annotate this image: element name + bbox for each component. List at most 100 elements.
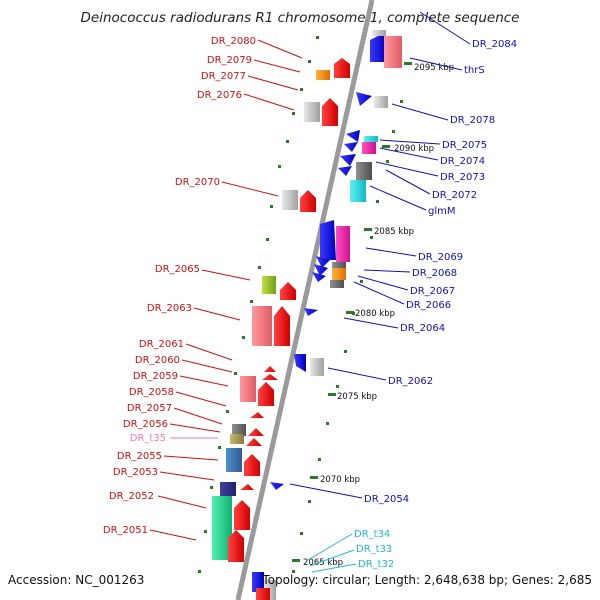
gene-arrow[interactable]	[314, 264, 328, 276]
gene-label[interactable]: DR_t34	[354, 529, 390, 540]
gene-label[interactable]: DR_2063	[147, 303, 192, 314]
gene-label[interactable]: DR_2061	[139, 339, 184, 350]
gene-DR_2076[interactable]	[322, 98, 338, 126]
gene-DR_2052[interactable]	[212, 496, 232, 560]
gene-label[interactable]: DR_2055	[117, 451, 162, 462]
gene-DR_2078-arrow[interactable]	[356, 92, 372, 106]
gene-label[interactable]: thrS	[464, 65, 485, 76]
gene-label[interactable]: DR_2076	[197, 90, 242, 101]
gene-DR_2058[interactable]	[240, 376, 256, 402]
gene-red[interactable]	[274, 306, 290, 346]
scale-label: 2085 kbp	[374, 227, 414, 237]
gene-arrow[interactable]	[316, 256, 330, 268]
gene-gray[interactable]	[310, 358, 324, 376]
gene-DR_t35[interactable]	[230, 434, 244, 444]
scale-ticks	[292, 62, 412, 562]
gene-DR_2072[interactable]	[350, 180, 366, 202]
gene-DR_2059[interactable]	[262, 374, 278, 380]
gene-DR_2078[interactable]	[374, 96, 388, 108]
gene-DR_2080[interactable]	[334, 58, 350, 78]
gene-label[interactable]: DR_t33	[356, 544, 392, 555]
gene-DR_2060[interactable]	[264, 366, 276, 372]
gene-label[interactable]: DR_2074	[440, 156, 485, 167]
gene-label[interactable]: DR_2067	[410, 286, 455, 297]
gene-red[interactable]	[258, 382, 274, 406]
gene-red[interactable]	[246, 438, 262, 446]
gene-label[interactable]: DR_2056	[123, 419, 168, 430]
gene-label[interactable]: DR_2057	[127, 403, 172, 414]
gene-label[interactable]: DR_2053	[113, 467, 158, 478]
gene-DR_2067[interactable]	[332, 268, 346, 280]
gene-label[interactable]: DR_2072	[432, 190, 477, 201]
gene-arrow[interactable]	[344, 142, 358, 152]
gene-label[interactable]: DR_2075	[442, 140, 487, 151]
gene-label[interactable]: glmM	[428, 206, 456, 217]
gene-DR_2057[interactable]	[250, 412, 264, 418]
leaders-rna-right	[307, 533, 357, 573]
gene-red[interactable]	[244, 454, 260, 476]
gene-DR_2051[interactable]	[228, 530, 244, 562]
gene-label[interactable]: DR_2062	[388, 376, 433, 387]
gene-label[interactable]: DR_2077	[201, 71, 246, 82]
gene-red[interactable]	[280, 282, 296, 300]
gene-gray[interactable]	[304, 102, 320, 122]
gene-arrow[interactable]	[338, 166, 352, 176]
gene-DR_2074[interactable]	[362, 142, 376, 154]
gene-DR_2070-a[interactable]	[300, 190, 316, 212]
gene-label[interactable]: DR_2080	[211, 36, 256, 47]
gene-arrow[interactable]	[346, 130, 360, 142]
gene-DR_2063[interactable]	[252, 306, 272, 346]
gene-DR_2056[interactable]	[232, 424, 246, 436]
gene-arrow[interactable]	[340, 154, 356, 166]
gene-label[interactable]: DR_2060	[135, 355, 180, 366]
accession-text: Accession: NC_001263	[8, 573, 145, 587]
gene-label[interactable]: DR_2052	[109, 491, 154, 502]
gene-label[interactable]: DR_2059	[133, 371, 178, 382]
tick-ring-outer	[198, 36, 319, 573]
gene-label[interactable]: DR_2070	[175, 177, 220, 188]
gene-label[interactable]: DR_2064	[400, 323, 445, 334]
gene-label[interactable]: DR_2054	[364, 494, 409, 505]
chromosome-backbone	[235, 0, 375, 600]
gene-label[interactable]: DR_t35	[130, 433, 166, 444]
gene-label[interactable]: DR_2058	[129, 387, 174, 398]
gene-label[interactable]: DR_2065	[155, 264, 200, 275]
gene-label[interactable]: DR_t32	[358, 559, 394, 570]
gene-DR_2070[interactable]	[282, 190, 298, 210]
gene-bottom-red[interactable]	[256, 588, 270, 600]
labels-right: DR_2084 thrS DR_2078 DR_2075 DR_2074 DR_…	[354, 39, 517, 570]
gene-DR_2073[interactable]	[356, 162, 372, 180]
gene-DR_2054[interactable]	[270, 482, 284, 490]
gene-DR_2077[interactable]	[316, 70, 330, 80]
gene-DR_2064[interactable]	[304, 308, 318, 316]
gene-label[interactable]: DR_2068	[412, 268, 457, 279]
gene-DR_2065[interactable]	[262, 276, 276, 294]
gene-DR_2068[interactable]	[332, 262, 346, 270]
gene-DR_2066[interactable]	[330, 280, 344, 288]
gene-magenta[interactable]	[336, 226, 350, 262]
gene-DR_2069[interactable]	[320, 220, 336, 260]
gene-label[interactable]: DR_2073	[440, 172, 485, 183]
gene-label[interactable]: DR_2079	[207, 55, 252, 66]
scale-label: 2065 kbp	[303, 558, 343, 568]
gene-label[interactable]: DR_2051	[103, 525, 148, 536]
gene-DR_2055[interactable]	[226, 448, 242, 472]
gene-label[interactable]: DR_2084	[472, 39, 517, 50]
gene-arrow[interactable]	[312, 272, 326, 282]
gene-small[interactable]	[372, 30, 386, 36]
gene-red[interactable]	[234, 500, 250, 530]
gene-DR_2053[interactable]	[240, 484, 254, 490]
gene-red[interactable]	[248, 428, 264, 436]
gene-DR_2062[interactable]	[294, 354, 306, 372]
gene-thrS[interactable]	[384, 36, 402, 68]
gene-bottom[interactable]	[252, 572, 264, 592]
gene-label[interactable]: DR_2078	[450, 115, 495, 126]
gene-navy[interactable]	[220, 482, 236, 496]
gene-DR_2075[interactable]	[364, 136, 378, 142]
reverse-genes	[212, 58, 350, 600]
gene-label[interactable]: DR_2069	[418, 252, 463, 263]
scale-label: 2075 kbp	[337, 392, 377, 402]
gene-DR_2084[interactable]	[370, 32, 386, 62]
gene-label[interactable]: DR_2066	[406, 300, 451, 311]
